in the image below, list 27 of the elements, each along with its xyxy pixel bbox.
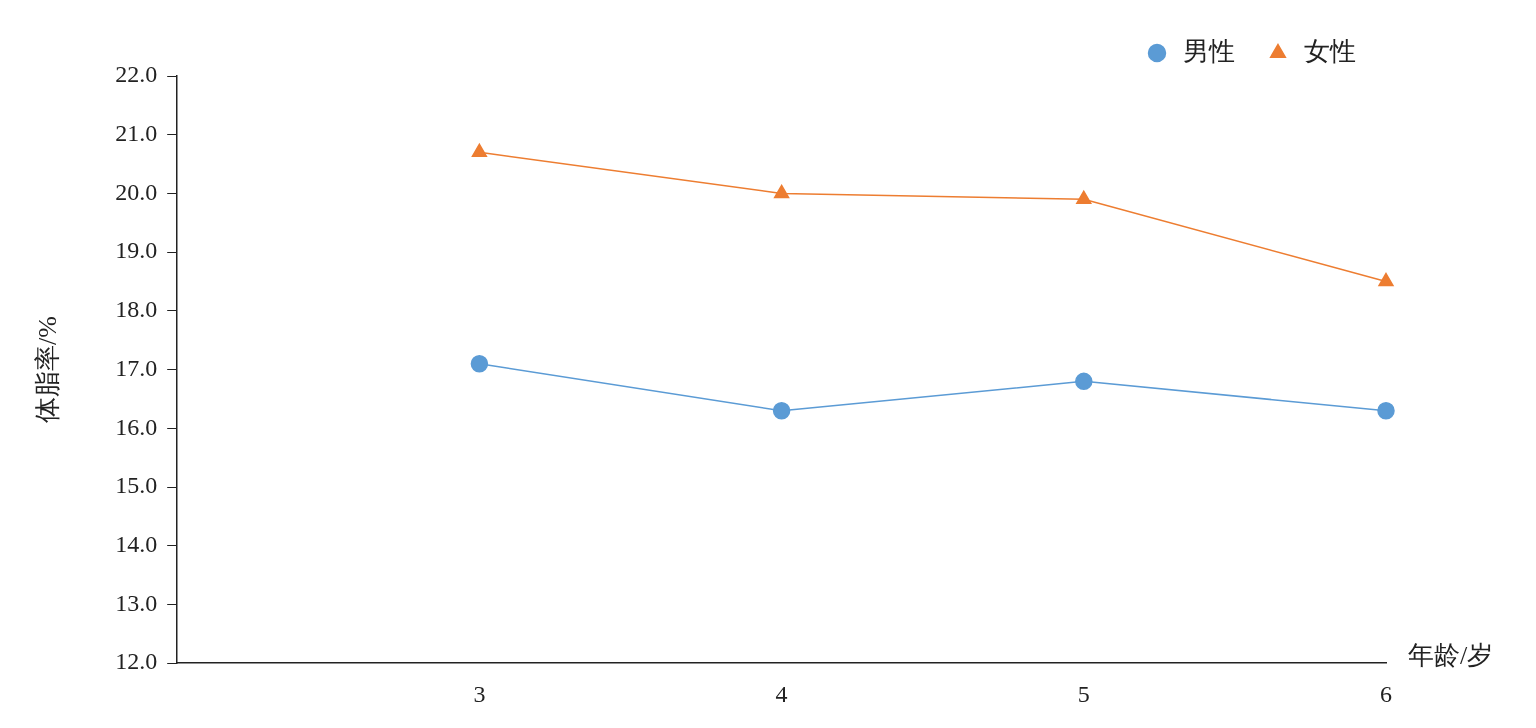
y-tick-label: 18.0 (115, 296, 158, 323)
point (1076, 190, 1092, 205)
point (1378, 272, 1394, 287)
y-tick-label: 19.0 (115, 237, 158, 264)
y-tick-label: 20.0 (115, 178, 158, 205)
y-tick-label: 14.0 (115, 531, 158, 558)
y-tick-label: 13.0 (115, 589, 158, 616)
x-tick-label: 5 (1077, 680, 1090, 707)
x-tick-label: 3 (473, 680, 486, 707)
y-axis-title: 体脂率/% (33, 316, 63, 424)
x-tick-label: 4 (775, 680, 788, 707)
point (772, 401, 791, 420)
y-tick-label: 12.0 (115, 648, 158, 675)
x-axis-title: 年龄/岁 (1408, 641, 1494, 671)
y-tick-label: 22.0 (115, 61, 158, 88)
point (471, 143, 488, 158)
legend-label: 男性 (1183, 36, 1235, 66)
point (773, 184, 790, 199)
legend-label: 女性 (1304, 36, 1356, 66)
y-tick-label: 15.0 (115, 472, 158, 499)
point (1075, 372, 1093, 391)
y-tick-label: 21.0 (115, 120, 158, 147)
y-tick-label: 16.0 (115, 413, 158, 440)
point (470, 354, 489, 373)
x-tick-label: 6 (1380, 680, 1392, 707)
point (1377, 401, 1395, 420)
y-tick-label: 17.0 (115, 354, 158, 381)
